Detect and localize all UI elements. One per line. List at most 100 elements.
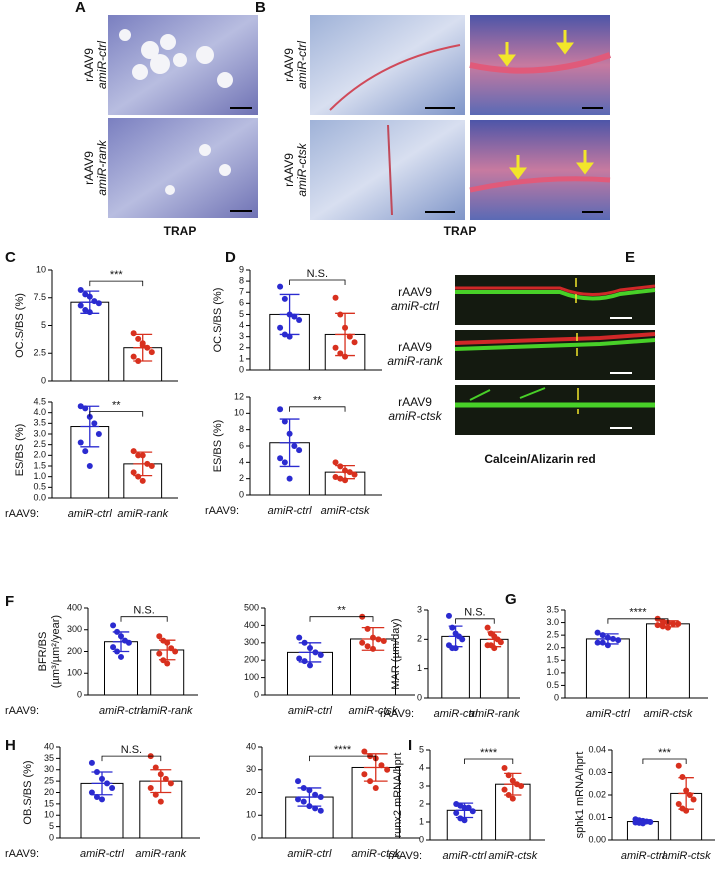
significance-label: N.S. [133, 605, 154, 617]
significance-label: ** [337, 605, 346, 617]
data-point [332, 294, 339, 301]
data-point [296, 317, 303, 323]
y-tick-label: 10 [246, 810, 256, 820]
data-point [135, 335, 142, 342]
significance-bracket [89, 280, 144, 287]
error-bar [597, 633, 619, 645]
y-tick-label: 40 [44, 741, 54, 751]
y-tick-label: 25 [44, 776, 54, 786]
data-point [130, 353, 137, 360]
y-tick-label: 0.03 [588, 767, 606, 777]
significance-bracket [642, 758, 687, 764]
image-row-label: amiR-ctsk [388, 409, 442, 423]
error-bar [158, 639, 176, 661]
significance-label: *** [658, 747, 672, 759]
data-point [295, 778, 302, 785]
y-tick-label: 5 [49, 821, 54, 831]
error-bar [487, 631, 502, 648]
error-bar [279, 293, 300, 336]
y-axis-label: sphk1 mRNA/hprt [574, 752, 586, 839]
data-point [594, 639, 601, 646]
image-row-label: rAAV9 [282, 48, 296, 82]
y-tick-label: 20 [44, 787, 54, 797]
stain [387, 124, 393, 216]
stain [469, 52, 612, 74]
chart: 0 0.5 1.0 1.5 2.0 2.5 3.0 3.5 amiR-ctrl amiR-ctsk… [546, 604, 708, 720]
error-bar [298, 642, 322, 663]
y-tick-label: 20 [246, 787, 256, 797]
image-row-label: amiR-ctrl [391, 299, 439, 313]
data-point [497, 639, 504, 646]
data-point [277, 455, 284, 462]
y-tick-label: 400 [67, 602, 82, 612]
significance-bracket [607, 618, 669, 624]
y-tick-label: 5 [41, 320, 46, 330]
y-tick-label: 0 [49, 832, 54, 842]
x-tick-label: amiR-ctrl [586, 708, 631, 720]
data-point [312, 791, 319, 798]
data-point [135, 452, 142, 459]
y-tick-label: 10 [44, 810, 54, 820]
x-tick-label: amiR-rank [117, 508, 168, 520]
chart: 0 10 20 30 40 amiR-ctrl amiR-ctsk **** [246, 741, 420, 860]
error-bar [335, 312, 355, 357]
y-tick-label: 0.0 [33, 492, 46, 502]
y-tick-label: 2.5 [33, 439, 46, 449]
histology-image [310, 120, 465, 220]
y-tick-label: 4 [419, 762, 424, 772]
y-tick-label: 0 [554, 692, 559, 702]
significance-label: N.S. [307, 268, 328, 280]
y-tick-label: 2.0 [546, 642, 559, 652]
y-tick-label: 40 [246, 741, 256, 751]
y-tick-label: 10 [36, 264, 46, 274]
data-point [364, 625, 371, 632]
y-axis-label: BFR/BS [37, 632, 49, 672]
y-tick-label: 4.0 [33, 407, 46, 417]
error-bar [363, 753, 388, 782]
x-tick-label: amiR-ctsk [488, 850, 537, 862]
data-point [277, 406, 284, 413]
y-tick-label: 2 [417, 634, 422, 644]
y-tick-label: 6 [239, 298, 244, 308]
x-prefix: rAAV9: [5, 848, 39, 860]
y-tick-label: 0.5 [33, 482, 46, 492]
data-point [509, 795, 516, 802]
data-point [286, 333, 293, 340]
significance-bracket [309, 616, 374, 622]
x-prefix: rAAV9: [205, 505, 239, 517]
data-point [296, 447, 303, 454]
data-point [99, 796, 105, 803]
significance-bracket [289, 279, 346, 285]
data-point [167, 780, 174, 787]
y-tick-label: 0.00 [588, 834, 606, 844]
panel-letter: A [75, 0, 86, 16]
y-tick-label: 5 [419, 744, 424, 754]
panel-letter: C [5, 249, 16, 266]
x-tick-label: amiR-rank [142, 705, 193, 717]
y-tick-label: 7 [239, 287, 244, 297]
y-tick-label: 30 [44, 764, 54, 774]
data-point [295, 796, 302, 803]
y-tick-label: 0.04 [588, 744, 606, 754]
image-row-label: rAAV9 [282, 153, 296, 187]
x-tick-label: amiR-ctsk [321, 505, 370, 517]
panel-letter: F [5, 593, 14, 610]
data-point [164, 660, 171, 667]
data-point [281, 459, 288, 466]
x-tick-label: amiR-ctrl [621, 850, 666, 862]
data-point [91, 420, 98, 427]
significance-bracket [309, 755, 377, 762]
y-axis-label: OB.S/BS (%) [22, 760, 34, 824]
data-point [594, 629, 601, 636]
y-tick-label: 4 [239, 457, 244, 467]
y-tick-label: 0 [41, 375, 46, 385]
y-tick-label: 100 [67, 668, 82, 678]
data-point [679, 774, 686, 780]
data-point [675, 801, 682, 807]
fluorescence-images [454, 275, 656, 435]
data-point [465, 804, 472, 811]
data-point [296, 655, 303, 662]
x-tick-label: amiR-ctsk [351, 848, 400, 860]
panel-letter: B [255, 0, 266, 16]
